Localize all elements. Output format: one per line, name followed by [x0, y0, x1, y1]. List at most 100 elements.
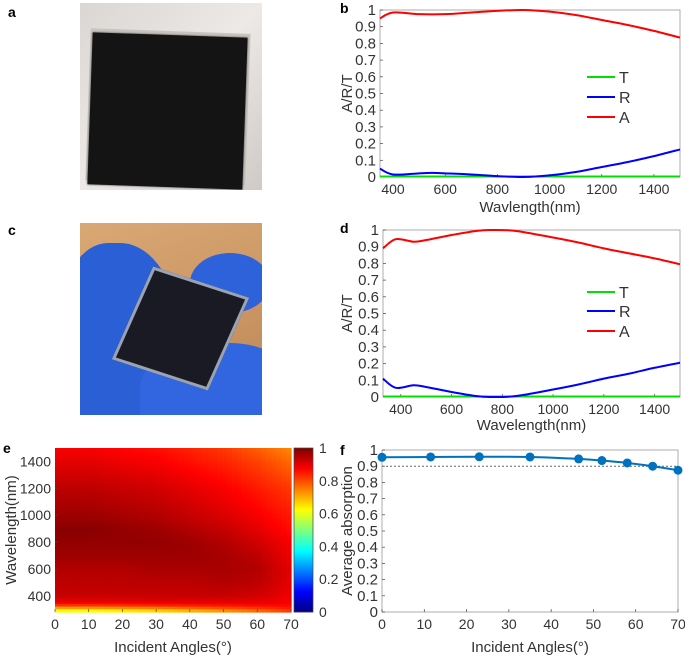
heatmap-cell [212, 508, 218, 512]
heatmap-cell [222, 601, 228, 605]
heatmap-cell [128, 472, 135, 476]
heatmap-cell [222, 461, 228, 465]
heatmap-cell [64, 535, 71, 539]
heatmap-cell [173, 478, 179, 482]
heatmap-cell [133, 590, 140, 594]
heatmap-cell [236, 521, 243, 526]
heatmap-cell [94, 584, 100, 588]
panel-label-a: a [8, 4, 16, 20]
heatmap-cell [182, 464, 189, 468]
heatmap-cell [192, 538, 199, 542]
heatmap-cell [133, 458, 140, 463]
heatmap-cell [94, 532, 100, 537]
heatmap-cell [114, 486, 120, 490]
heatmap-cell [163, 505, 169, 509]
heatmap-cell [153, 448, 159, 452]
heatmap-cell [104, 587, 110, 591]
heatmap-cell [59, 546, 66, 550]
heatmap-cell [143, 450, 150, 455]
heatmap-cell [182, 562, 189, 567]
heatmap-cell [128, 557, 135, 561]
heatmap-cell [202, 540, 209, 545]
heatmap-cell [271, 609, 277, 613]
heatmap-cell [276, 565, 282, 569]
heatmap-cell [114, 535, 120, 539]
heatmap-cell [118, 489, 125, 493]
heatmap-cell [84, 469, 91, 474]
heatmap-cell [276, 464, 282, 468]
heatmap-cell [153, 571, 159, 575]
heatmap-cell [143, 549, 150, 553]
heatmap-cell [261, 467, 268, 471]
heatmap-cell [281, 595, 287, 599]
heatmap-cell [143, 480, 150, 485]
heatmap-cell [192, 508, 199, 512]
heatmap-cell [177, 491, 184, 496]
heatmap-cell [109, 579, 115, 583]
heatmap-cell [212, 551, 218, 556]
heatmap-cell [153, 453, 159, 457]
heatmap-cell [143, 448, 150, 452]
heatmap-cell [118, 549, 125, 553]
heatmap-cell [158, 576, 164, 580]
heatmap-cell [202, 587, 209, 591]
colorbar-segment [294, 602, 313, 605]
heatmap-cell [266, 464, 272, 468]
heatmap-cell [286, 543, 292, 547]
heatmap-cell [222, 519, 228, 523]
heatmap-cell [266, 499, 272, 504]
heatmap-cell [99, 489, 105, 493]
heatmap-cell [94, 456, 100, 460]
heatmap-cell [163, 576, 169, 580]
heatmap-cell [182, 524, 189, 528]
heatmap-cell [148, 491, 154, 496]
heatmap-cell [133, 475, 140, 479]
heatmap-cell [153, 497, 159, 501]
heatmap-cell [69, 469, 76, 474]
heatmap-cell [143, 519, 150, 523]
heatmap-cell [94, 581, 100, 586]
heatmap-cell [55, 571, 61, 575]
heatmap-cell [241, 469, 248, 474]
heatmap-cell [227, 595, 233, 599]
heatmap-cell [59, 592, 66, 597]
heatmap-cell [246, 603, 253, 608]
heatmap-cell [89, 508, 95, 512]
heatmap-cell [133, 579, 140, 583]
heatmap-cell [69, 486, 76, 490]
heatmap-cell [138, 516, 145, 520]
heatmap-cell [153, 543, 159, 547]
heatmap-cell [153, 510, 159, 515]
heatmap-cell [281, 571, 287, 575]
heatmap-cell [227, 489, 233, 493]
y-tick-label: 0.4 [357, 539, 378, 556]
heatmap-cell [168, 603, 174, 608]
heatmap-cell [94, 595, 100, 599]
heatmap-cell [222, 603, 228, 608]
heatmap-cell [236, 489, 243, 493]
heatmap-cell [227, 565, 233, 569]
heatmap-cell [104, 480, 110, 485]
heatmap-cell [197, 584, 204, 588]
y-tick-label: 600 [28, 561, 52, 577]
heatmap-cell [261, 489, 268, 493]
heatmap-cell [104, 491, 110, 496]
heatmap-cell [69, 576, 76, 580]
heatmap-cell [271, 581, 277, 586]
heatmap-cell [128, 510, 135, 515]
heatmap-cell [148, 571, 154, 575]
heatmap-cell [187, 530, 194, 534]
heatmap-cell [64, 540, 71, 545]
heatmap-cell [123, 560, 130, 564]
heatmap-cell [55, 573, 61, 578]
heatmap-cell [133, 587, 140, 591]
heatmap-cell [227, 456, 233, 460]
heatmap-cell [236, 469, 243, 474]
heatmap-cell [286, 584, 292, 588]
heatmap-cell [123, 598, 130, 602]
heatmap-cell [55, 560, 61, 564]
heatmap-cell [281, 581, 287, 586]
x-tick-label: 400 [389, 401, 413, 417]
heatmap-cell [217, 565, 223, 569]
heatmap-cell [138, 483, 145, 487]
